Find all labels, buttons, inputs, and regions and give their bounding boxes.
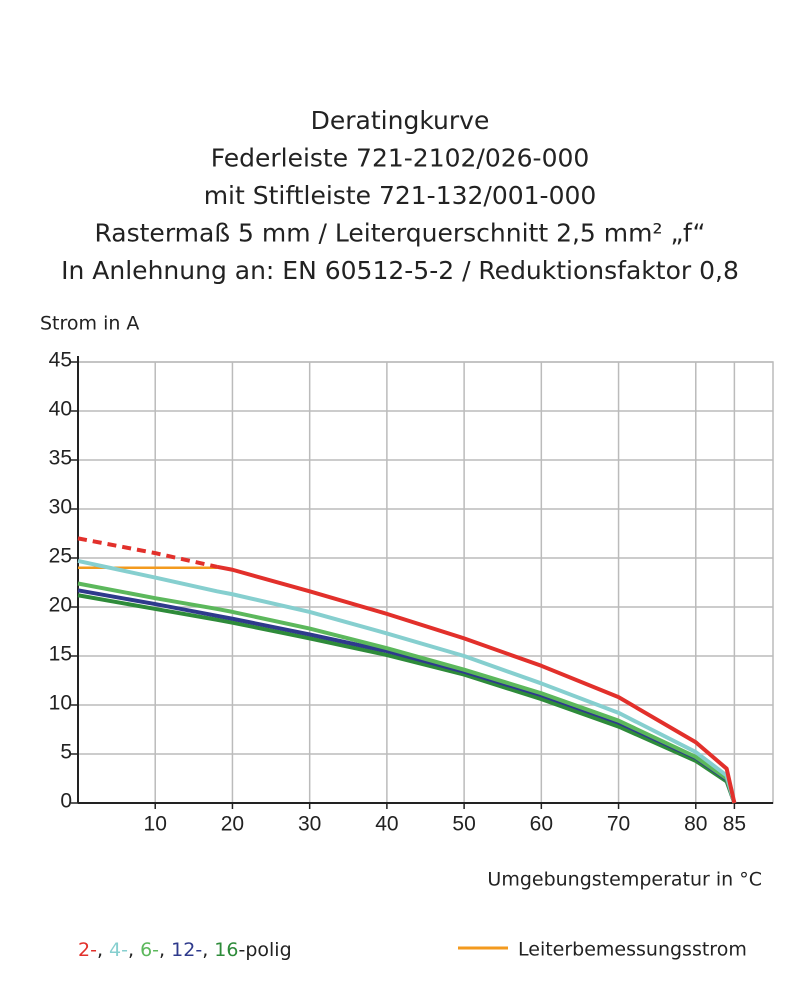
series-line (77, 558, 737, 804)
legend-separator: , (128, 939, 140, 961)
chart-title: Deratingkurve (311, 106, 490, 135)
x-tick-label: 10 (144, 813, 167, 836)
y-tick-label: 45 (49, 349, 72, 372)
y-axis-label: Strom in A (40, 313, 139, 335)
y-tick-label: 5 (60, 741, 72, 764)
legend-separator: , (97, 939, 109, 961)
y-tick-label: 35 (49, 447, 72, 470)
legend-suffix: -polig (238, 939, 291, 961)
y-tick-label: 0 (60, 790, 72, 813)
series-line (77, 581, 737, 804)
y-tick-label: 25 (49, 545, 72, 568)
legend-entry: 4- (109, 939, 128, 961)
x-tick-label: 70 (607, 813, 630, 836)
chart-title: Federleiste 721-2102/026-000 (211, 144, 590, 173)
legend-entry: 16 (214, 939, 238, 961)
legend-label: Leiterbemessungsstrom (518, 939, 747, 961)
series-line (77, 593, 737, 804)
chart-title: In Anlehnung an: EN 60512-5-2 / Reduktio… (61, 256, 739, 285)
chart-title: mit Stiftleiste 721-132/001-000 (204, 181, 597, 210)
y-tick-label: 40 (49, 398, 72, 421)
legend-separator: , (159, 939, 171, 961)
x-tick-label: 60 (530, 813, 553, 836)
y-tick-label: 10 (49, 692, 72, 715)
x-tick-label: 50 (452, 813, 475, 836)
legend-entry: 2- (78, 939, 97, 961)
chart-title: Rastermaß 5 mm / Leiterquerschnitt 2,5 m… (94, 219, 705, 248)
legend-entry: 6- (140, 939, 159, 961)
y-tick-label: 15 (49, 643, 72, 666)
x-tick-label: 30 (298, 813, 321, 836)
series-line (216, 564, 737, 804)
legend: 2-, 4-, 6-, 12-, 16-polig (78, 939, 292, 961)
y-tick-label: 30 (49, 496, 72, 519)
y-tick-label: 20 (49, 594, 72, 617)
x-tick-label: 20 (221, 813, 244, 836)
x-tick-label: 40 (375, 813, 398, 836)
x-tick-label: 85 (723, 813, 746, 836)
x-tick-label: 80 (684, 813, 707, 836)
series-line (77, 588, 737, 804)
legend-separator: , (202, 939, 214, 961)
legend-entry: 12- (171, 939, 202, 961)
x-axis-label: Umgebungstemperatur in °C (487, 869, 762, 891)
series-line (77, 536, 218, 569)
